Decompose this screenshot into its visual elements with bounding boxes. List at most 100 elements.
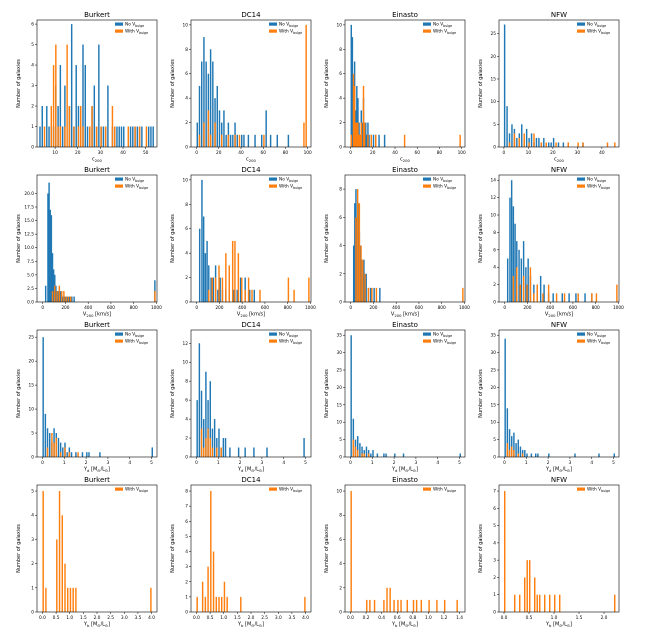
histogram-bar [513,133,516,147]
histogram-bar [517,453,519,457]
histogram-bar [91,106,93,147]
histogram-bar [526,453,528,457]
histogram-bar [234,134,236,147]
histogram-bar [84,65,86,147]
histogram-bar [51,253,54,302]
legend-swatch [269,22,277,26]
histogram-bar [547,142,550,147]
y-tick-label: 0 [493,455,496,461]
histogram-bar [397,599,399,612]
histogram-bar [513,432,515,457]
axes-frame [36,19,158,148]
x-tick-label: 0.5 [526,615,533,621]
y-tick-label: 4 [185,549,188,555]
histogram-bar [209,49,212,148]
histogram-bar [136,126,139,147]
legend-label: With Vbulge​ [433,487,456,493]
x-tick-label: 400 [546,305,554,311]
y-axis-label: Number of galaxies [478,524,484,573]
y-tick-label: 10 [337,489,343,495]
histogram-bar [355,217,357,302]
histogram-bar [213,419,216,457]
y-tick-label: 1 [185,594,188,600]
histogram-bar [95,126,98,147]
y-tick-label: 12 [183,341,189,347]
histogram-bar [75,587,77,612]
y-tick-label: 4 [339,96,342,102]
axes-frame [190,329,312,458]
legend-swatch [115,184,123,188]
y-tick-label: 5 [31,489,34,495]
legend: With Vbulge​ [423,487,456,493]
histogram-bar [400,599,402,612]
x-tick-label: 40 [599,150,605,156]
y-tick-label: 1 [31,585,34,591]
x-tick-label: 0.4 [378,615,385,621]
histogram-bar [303,122,305,147]
histogram-bar [287,277,290,302]
y-tick-label: 2 [185,275,188,281]
histogram-bar [511,124,513,147]
y-tick-label: 4 [31,513,34,519]
histogram-bar [43,126,46,147]
x-tick-label: 10 [526,150,532,156]
x-tick-label: 800 [438,305,446,311]
chart-title: NFW [551,166,567,174]
x-tick-label: 600 [415,305,423,311]
y-tick-label: 30 [491,350,497,356]
histogram-bar [542,293,544,302]
y-tick-label: 0 [339,145,342,151]
histogram-bar [50,215,53,302]
x-tick-label: 0.2 [363,615,370,621]
y-tick-label: 0 [31,610,34,616]
histogram-bar [238,134,241,147]
y-tick-label: 12.5 [24,232,34,238]
axes-frame [344,174,466,303]
histogram-bar [203,37,205,147]
y-axis-label: Number of galaxies [478,214,484,263]
x-tick-label: 1 [525,460,528,466]
histogram-bar [562,142,565,147]
x-tick-label: 40 [392,150,398,156]
x-axis-label: c200​ [246,157,257,163]
y-axis-label: Number of galaxies [170,369,176,418]
histogram-bar [151,447,153,457]
histogram-bar [134,126,136,147]
y-tick-label: 4 [185,251,188,257]
x-tick-label: 10 [52,150,58,156]
histogram-bar [535,453,537,457]
legend-swatch [423,339,431,343]
histogram-bar [98,44,100,147]
y-tick-label: 0 [339,610,342,616]
histogram-bar [51,433,53,457]
histogram-bar [352,439,355,457]
legend-swatch [115,332,123,336]
y-tick-label: 4 [339,243,342,249]
legend-label: No Vbulge​ [125,332,144,338]
histogram-bar [353,85,356,147]
x-tick-label: 1.4 [456,615,463,621]
x-tick-label: 40 [238,150,244,156]
legend-swatch [577,22,585,26]
histogram-bar [367,287,370,302]
histogram-bar [412,599,415,612]
histogram-bar [247,277,250,302]
y-tick-label: 6 [339,215,342,221]
histogram-bar [366,134,368,147]
x-tick-label: 1 [63,460,66,466]
histogram-bar [539,594,541,612]
axes-frame [344,329,466,458]
legend-swatch [269,339,277,343]
histogram-bar [364,273,366,302]
histogram-bar [515,443,517,457]
histogram-bar [548,453,550,457]
x-tick-label: 0.0 [39,615,46,621]
legend-label: With Vbulge​ [587,184,610,190]
chart-title: Burkert [84,11,110,19]
legend: No Vbulge​With Vbulge​ [577,177,610,190]
x-tick-label: 20 [216,150,222,156]
histogram-bar [42,491,44,612]
x-axis-label: Υd​ [M⊙​/L⊙​] [391,467,418,473]
histogram-bar [533,133,535,147]
